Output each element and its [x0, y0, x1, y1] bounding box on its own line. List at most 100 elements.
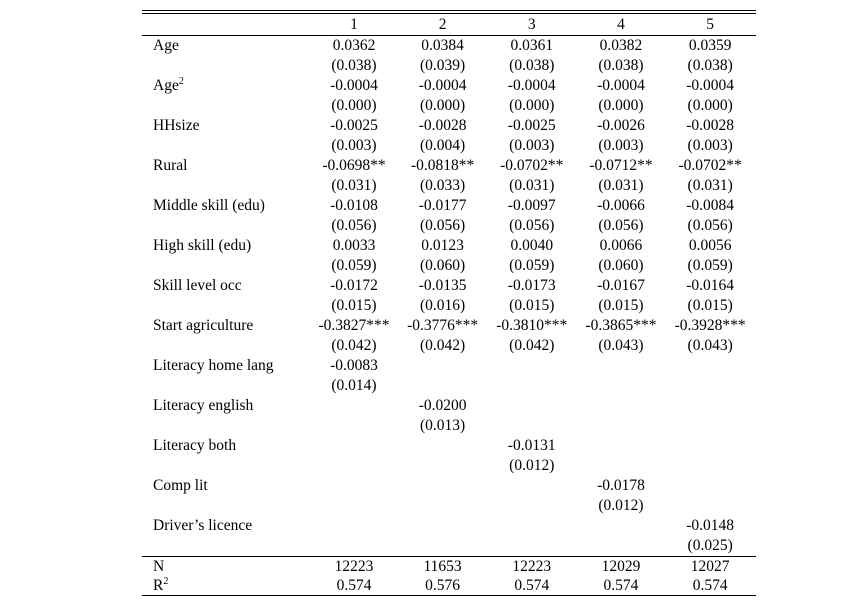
table-row: Skill level occ -0.0172 -0.0135 -0.0173 -0.0… [142, 276, 756, 296]
table-row-se: (0.056) (0.056) (0.056) (0.056) (0.056) [142, 216, 756, 236]
coefficient-cell: -0.0172 [330, 277, 378, 294]
table-row-se: (0.042) (0.042) (0.042) (0.043) (0.043) [142, 336, 756, 356]
coefficient-cell: -0.0028 [686, 117, 735, 134]
row-label: Driver’s licence [142, 516, 310, 536]
row-label-blank [142, 176, 310, 196]
coefficient-cell [398, 516, 487, 536]
coefficient-cell: -0.0066 [597, 197, 645, 214]
row-label: Age2 [142, 76, 310, 96]
coefficient-cell [666, 396, 755, 416]
standard-error-cell: (0.042) [509, 337, 555, 354]
coefficient-cell: 0.0362 [332, 37, 376, 54]
standard-error-cell [576, 536, 665, 556]
row-label-blank [142, 456, 310, 476]
table-row: Middle skill (edu) -0.0108 -0.0177 -0.0097 -… [142, 196, 756, 216]
row-label: Literacy english [142, 396, 310, 416]
coefficient-cell: -0.0702** [678, 157, 742, 174]
standard-error-cell [666, 496, 755, 516]
stats-value-cell: 0.574 [514, 577, 550, 594]
stats-row: R2 0.574 0.576 0.574 0.574 0.574 [142, 576, 756, 595]
standard-error-cell: (0.004) [419, 137, 466, 154]
coefficient-cell: 0.0123 [421, 237, 464, 254]
standard-error-cell: (0.000) [687, 97, 733, 114]
standard-error-cell: (0.031) [509, 177, 555, 194]
table-row-se: (0.014) [142, 376, 756, 396]
standard-error-cell: (0.039) [419, 57, 466, 74]
row-label-blank [142, 216, 310, 236]
row-label-text: Skill level occ [153, 277, 242, 294]
standard-error-cell: (0.043) [598, 337, 644, 354]
coefficient-cell: -0.0148 [686, 517, 735, 534]
coefficient-cell [398, 476, 487, 496]
row-label-text: Literacy english [153, 397, 254, 414]
standard-error-cell: (0.003) [331, 137, 377, 154]
table-row-se: (0.013) [142, 416, 756, 436]
standard-error-cell: (0.043) [687, 337, 733, 354]
row-label-blank [142, 496, 310, 516]
row-label: Age [142, 36, 310, 56]
standard-error-cell: (0.000) [331, 97, 377, 114]
coefficient-cell: -0.0084 [686, 197, 735, 214]
coefficient-cell [666, 356, 755, 376]
coefficient-cell [310, 396, 398, 416]
coefficient-cell: -0.0025 [507, 117, 556, 134]
coefficient-cell: -0.0712** [589, 157, 653, 174]
table-row: Age 0.0362 0.0384 0.0361 0.0382 0.0359 [142, 36, 756, 56]
standard-error-cell: (0.031) [687, 177, 733, 194]
standard-error-cell: (0.033) [419, 177, 466, 194]
standard-error-cell: (0.038) [331, 57, 377, 74]
standard-error-cell: (0.000) [598, 97, 644, 114]
stats-rule [142, 556, 756, 557]
coefficient-cell: -0.0177 [418, 197, 467, 214]
coefficient-cell: -0.0028 [418, 117, 467, 134]
standard-error-cell: (0.025) [687, 537, 733, 554]
standard-error-cell: (0.015) [331, 297, 377, 314]
coefficient-cell: -0.0004 [507, 77, 556, 94]
coefficient-cell: -0.0108 [330, 197, 378, 214]
row-label: Skill level occ [142, 276, 310, 296]
superscript: 2 [163, 576, 169, 587]
coefficient-cell: -0.0818** [410, 157, 475, 174]
table-row: Literacy english -0.0200 [142, 396, 756, 416]
standard-error-cell: (0.038) [509, 57, 555, 74]
row-label-blank [142, 416, 310, 436]
standard-error-cell: (0.013) [419, 417, 466, 434]
coefficient-cell: -0.0702** [500, 157, 564, 174]
table-row: Literacy both -0.0131 [142, 436, 756, 456]
superscript: 2 [178, 76, 184, 87]
standard-error-cell: (0.014) [331, 377, 377, 394]
standard-error-cell [398, 456, 487, 476]
coefficient-cell: -0.0004 [330, 77, 378, 94]
row-label: HHsize [142, 116, 310, 136]
coefficient-cell: -0.0167 [597, 277, 645, 294]
stats-value-cell: 12027 [690, 558, 730, 575]
row-label: Comp lit [142, 476, 310, 496]
coefficient-cell: -0.0097 [507, 197, 556, 214]
standard-error-cell [487, 496, 576, 516]
row-label-blank [142, 256, 310, 276]
standard-error-cell [666, 416, 755, 436]
row-label-blank [142, 376, 310, 396]
standard-error-cell: (0.016) [419, 297, 466, 314]
standard-error-cell [398, 496, 487, 516]
top-rule-double [142, 13, 756, 14]
standard-error-cell: (0.042) [331, 337, 377, 354]
standard-error-cell [398, 536, 487, 556]
standard-error-cell [310, 536, 398, 556]
standard-error-cell: (0.060) [598, 257, 644, 274]
table-row: Age2 -0.0004 -0.0004 -0.0004 -0.0004 -0.0004 [142, 76, 756, 96]
row-label-blank [142, 96, 310, 116]
table-row-se: (0.003) (0.004) (0.003) (0.003) (0.003) [142, 136, 756, 156]
stats-row: N 12223 11653 12223 12029 12027 [142, 557, 756, 576]
coefficient-cell [576, 516, 665, 536]
table-stats: N 12223 11653 12223 12029 12027 R2 0.574 0.576 0.… [142, 557, 756, 595]
coefficient-cell [398, 356, 487, 376]
standard-error-cell: (0.056) [331, 217, 377, 234]
column-header: 4 [617, 16, 625, 33]
standard-error-cell: (0.059) [687, 257, 733, 274]
row-label-blank [142, 336, 310, 356]
row-label: Middle skill (edu) [142, 196, 310, 216]
coefficient-cell: -0.0200 [418, 397, 467, 414]
column-header: 5 [706, 16, 715, 33]
coefficient-cell: -0.3865*** [585, 317, 657, 334]
